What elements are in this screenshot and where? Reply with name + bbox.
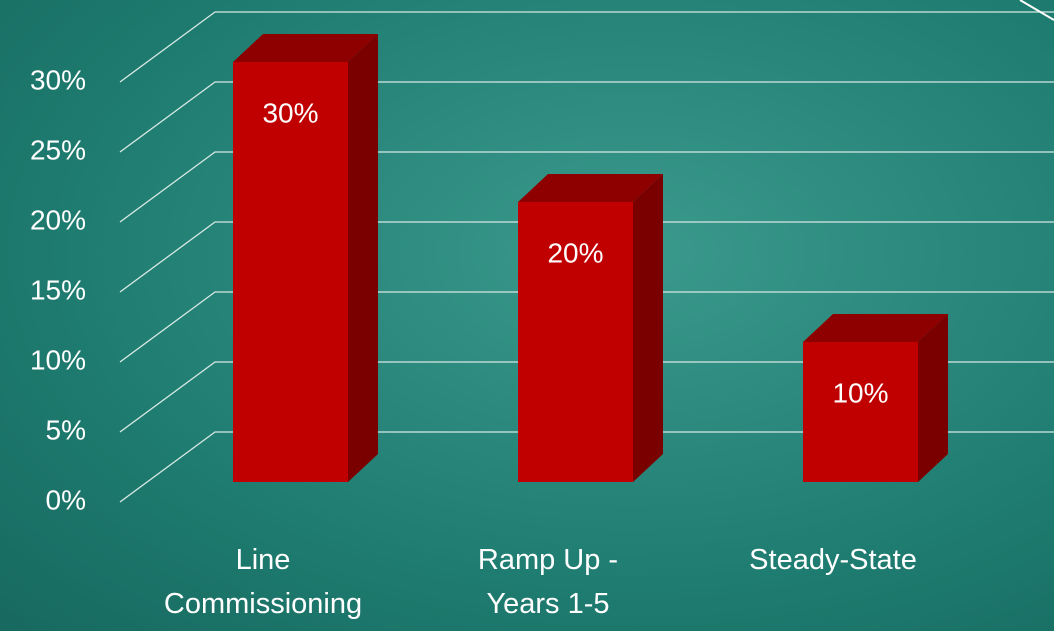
frame-line	[1019, 0, 1054, 21]
bar	[518, 202, 633, 482]
x-tick-label: Steady-State	[749, 544, 917, 576]
bar-side	[633, 174, 663, 482]
y-tick-label: 0%	[46, 484, 86, 515]
grid-line	[119, 291, 1054, 363]
x-tick-label: Line Commissioning	[163, 544, 363, 620]
bar	[803, 342, 918, 482]
grid-line	[119, 361, 1054, 433]
y-tick-label: 15%	[30, 274, 86, 305]
y-tick-label: 5%	[46, 414, 86, 445]
value-label: 20%	[547, 237, 603, 268]
bar	[233, 62, 348, 482]
bar-side	[348, 34, 378, 482]
value-label: 30%	[262, 97, 318, 128]
y-tick-label: 20%	[30, 204, 86, 235]
grid-line	[119, 81, 1054, 153]
value-label: 10%	[832, 377, 888, 408]
grid-line	[119, 221, 1054, 293]
grid-line	[119, 11, 1054, 83]
x-tick-label: Ramp Up - Years 1-5	[477, 544, 619, 620]
grid-line	[119, 151, 1054, 223]
grid-line	[119, 431, 1054, 503]
bar-top	[518, 174, 663, 202]
bar-side	[918, 314, 948, 482]
y-tick-label: 10%	[30, 344, 86, 375]
y-tick-label: 30%	[30, 64, 86, 95]
bar-top	[233, 34, 378, 62]
y-tick-label: 25%	[30, 134, 86, 165]
bar-top	[803, 314, 948, 342]
